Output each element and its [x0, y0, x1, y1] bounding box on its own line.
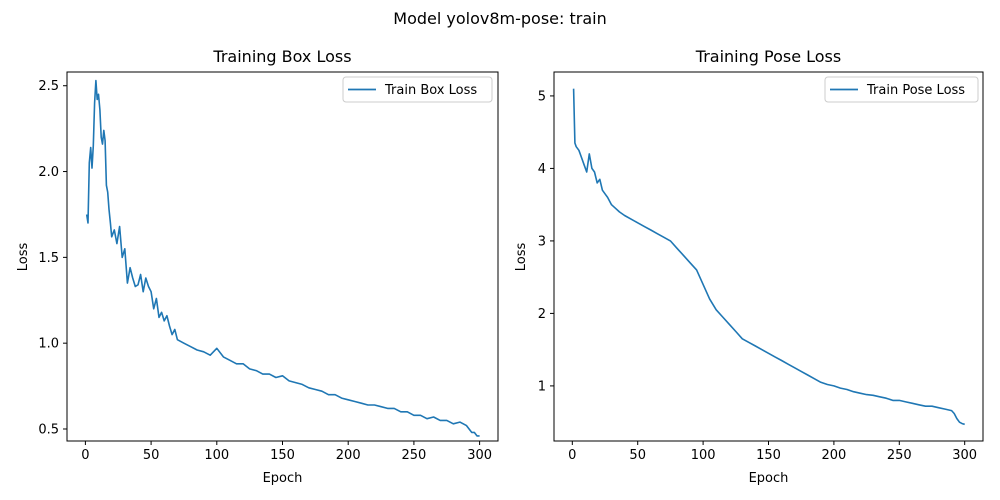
- x-tick-label: 0: [568, 448, 576, 463]
- tick-group: 0 50 100 150 200 250 300 1 2 3 4 5: [538, 89, 977, 463]
- legend-box: [824, 76, 979, 103]
- y-tick-label: 2: [538, 307, 546, 322]
- y-tick-label: 0.5: [38, 422, 59, 437]
- x-tick-label: 300: [952, 448, 977, 463]
- x-tick-label: 0: [81, 448, 89, 463]
- x-tick-label: 150: [756, 448, 781, 463]
- y-tick-label: 2.5: [38, 79, 59, 94]
- pose-loss-chart: Training Pose Loss Epoch Loss 0 50 100 150 2…: [514, 47, 984, 486]
- legend: Train Pose Loss: [824, 76, 979, 103]
- legend-label: Train Pose Loss: [866, 83, 965, 98]
- y-tick-label: 3: [538, 234, 546, 249]
- x-tick-label: 100: [204, 448, 229, 463]
- x-tick-label: 300: [467, 448, 492, 463]
- figure-title: Model yolov8m-pose: train: [393, 9, 606, 28]
- x-tick-label: 50: [143, 448, 160, 463]
- chart-title: Training Pose Loss: [695, 47, 841, 66]
- plot-frame: [66, 71, 499, 442]
- plot-frame: [553, 71, 984, 442]
- legend-label: Train Box Loss: [384, 83, 477, 98]
- legend-box: [342, 76, 493, 103]
- x-axis-label: Epoch: [749, 471, 789, 486]
- x-tick-label: 50: [629, 448, 646, 463]
- y-tick-label: 1.0: [38, 337, 59, 352]
- y-tick-label: 5: [538, 89, 546, 104]
- x-tick-label: 150: [270, 448, 295, 463]
- chart-title: Training Box Loss: [212, 47, 351, 66]
- x-tick-label: 200: [821, 448, 846, 463]
- legend: Train Box Loss: [342, 76, 493, 103]
- y-tick-label: 1.5: [38, 251, 59, 266]
- y-axis-label: Loss: [16, 243, 31, 272]
- y-tick-label: 1: [538, 379, 546, 394]
- box-loss-chart: Training Box Loss Epoch Loss 0 50 100 150 20…: [16, 47, 499, 486]
- x-tick-label: 250: [887, 448, 912, 463]
- y-tick-label: 4: [538, 162, 546, 177]
- series-line-train-pose-loss: [572, 88, 965, 426]
- series-line-train-box-loss: [85, 79, 480, 437]
- tick-group: 0 50 100 150 200 250 300 0.5 1.0 1.5 2.0 2.5: [38, 79, 492, 463]
- x-tick-label: 200: [336, 448, 361, 463]
- x-tick-label: 100: [691, 448, 716, 463]
- x-tick-label: 250: [401, 448, 426, 463]
- x-axis-label: Epoch: [263, 471, 303, 486]
- y-tick-label: 2.0: [38, 165, 59, 180]
- y-axis-label: Loss: [514, 243, 529, 272]
